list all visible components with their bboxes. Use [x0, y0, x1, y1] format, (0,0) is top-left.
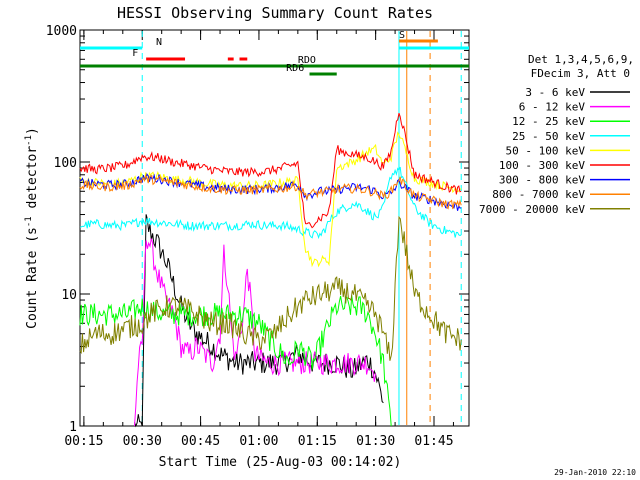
series-line-5	[79, 112, 462, 229]
series-line-2	[79, 295, 392, 427]
y-tick-label: 1000	[46, 24, 77, 39]
x-tick-label: 00:30	[123, 434, 162, 449]
y-label-sup2: -1	[24, 135, 34, 146]
y-axis-label: Count Rate (s-1 detector-1)	[24, 127, 40, 329]
x-axis: 00:15 00:30 00:45 01:00 01:15 01:30 01:45	[64, 30, 454, 449]
x-axis-label: Start Time (25-Aug-03 00:14:02)	[159, 455, 402, 470]
y-label-sup1: -1	[24, 216, 34, 227]
legend-label: 300 - 800 keV	[499, 174, 585, 187]
y-tick-label: 1	[69, 420, 77, 435]
series-line-1	[134, 238, 377, 427]
generation-timestamp: 29-Jan-2010 22:10	[554, 468, 636, 477]
flag-label-rdo: RDO	[298, 55, 316, 66]
y-label-mid: detector	[25, 146, 40, 217]
legend-label: 100 - 300 keV	[499, 159, 585, 172]
x-tick-label: 00:15	[64, 434, 103, 449]
series-line-8	[79, 215, 462, 361]
legend-label: 50 - 100 keV	[506, 144, 586, 157]
y-label-main: Count Rate (s	[25, 227, 40, 329]
y-axis: 1 10 100 1000	[46, 24, 469, 435]
legend-label: 6 - 12 keV	[519, 101, 586, 114]
x-tick-label: 01:45	[414, 434, 453, 449]
plot-frame	[79, 29, 470, 427]
count-rate-series	[79, 112, 462, 428]
series-line-7	[79, 174, 462, 210]
legend-label: 3 - 6 keV	[525, 86, 585, 99]
y-tick-label: 10	[61, 288, 77, 303]
x-tick-label: 01:30	[356, 434, 395, 449]
legend-label: 12 - 25 keV	[512, 115, 585, 128]
flag-label-s: S	[399, 30, 405, 41]
legend-header-1: Det 1,3,4,5,6,9,	[528, 53, 634, 66]
series-line-4	[79, 131, 462, 268]
legend: Det 1,3,4,5,6,9, FDecim 3, Att 0 3 - 6 k…	[479, 53, 634, 216]
y-label-end: )	[25, 127, 40, 135]
legend-label: 800 - 7000 keV	[492, 188, 585, 201]
x-tick-label: 01:00	[239, 434, 278, 449]
y-tick-label: 100	[54, 156, 77, 171]
x-tick-label: 01:15	[298, 434, 337, 449]
legend-label: 7000 - 20000 keV	[479, 203, 585, 216]
legend-label: 25 - 50 keV	[512, 130, 585, 143]
chart-title: HESSI Observing Summary Count Rates	[117, 4, 433, 22]
flag-label-rd6: RD6	[286, 63, 304, 74]
series-line-3	[79, 166, 462, 240]
x-tick-label: 00:45	[181, 434, 220, 449]
legend-header-2: FDecim 3, Att 0	[531, 67, 630, 80]
flag-label-n: N	[156, 37, 162, 48]
series-line-0	[134, 214, 384, 428]
flag-label-f: F	[132, 48, 138, 59]
